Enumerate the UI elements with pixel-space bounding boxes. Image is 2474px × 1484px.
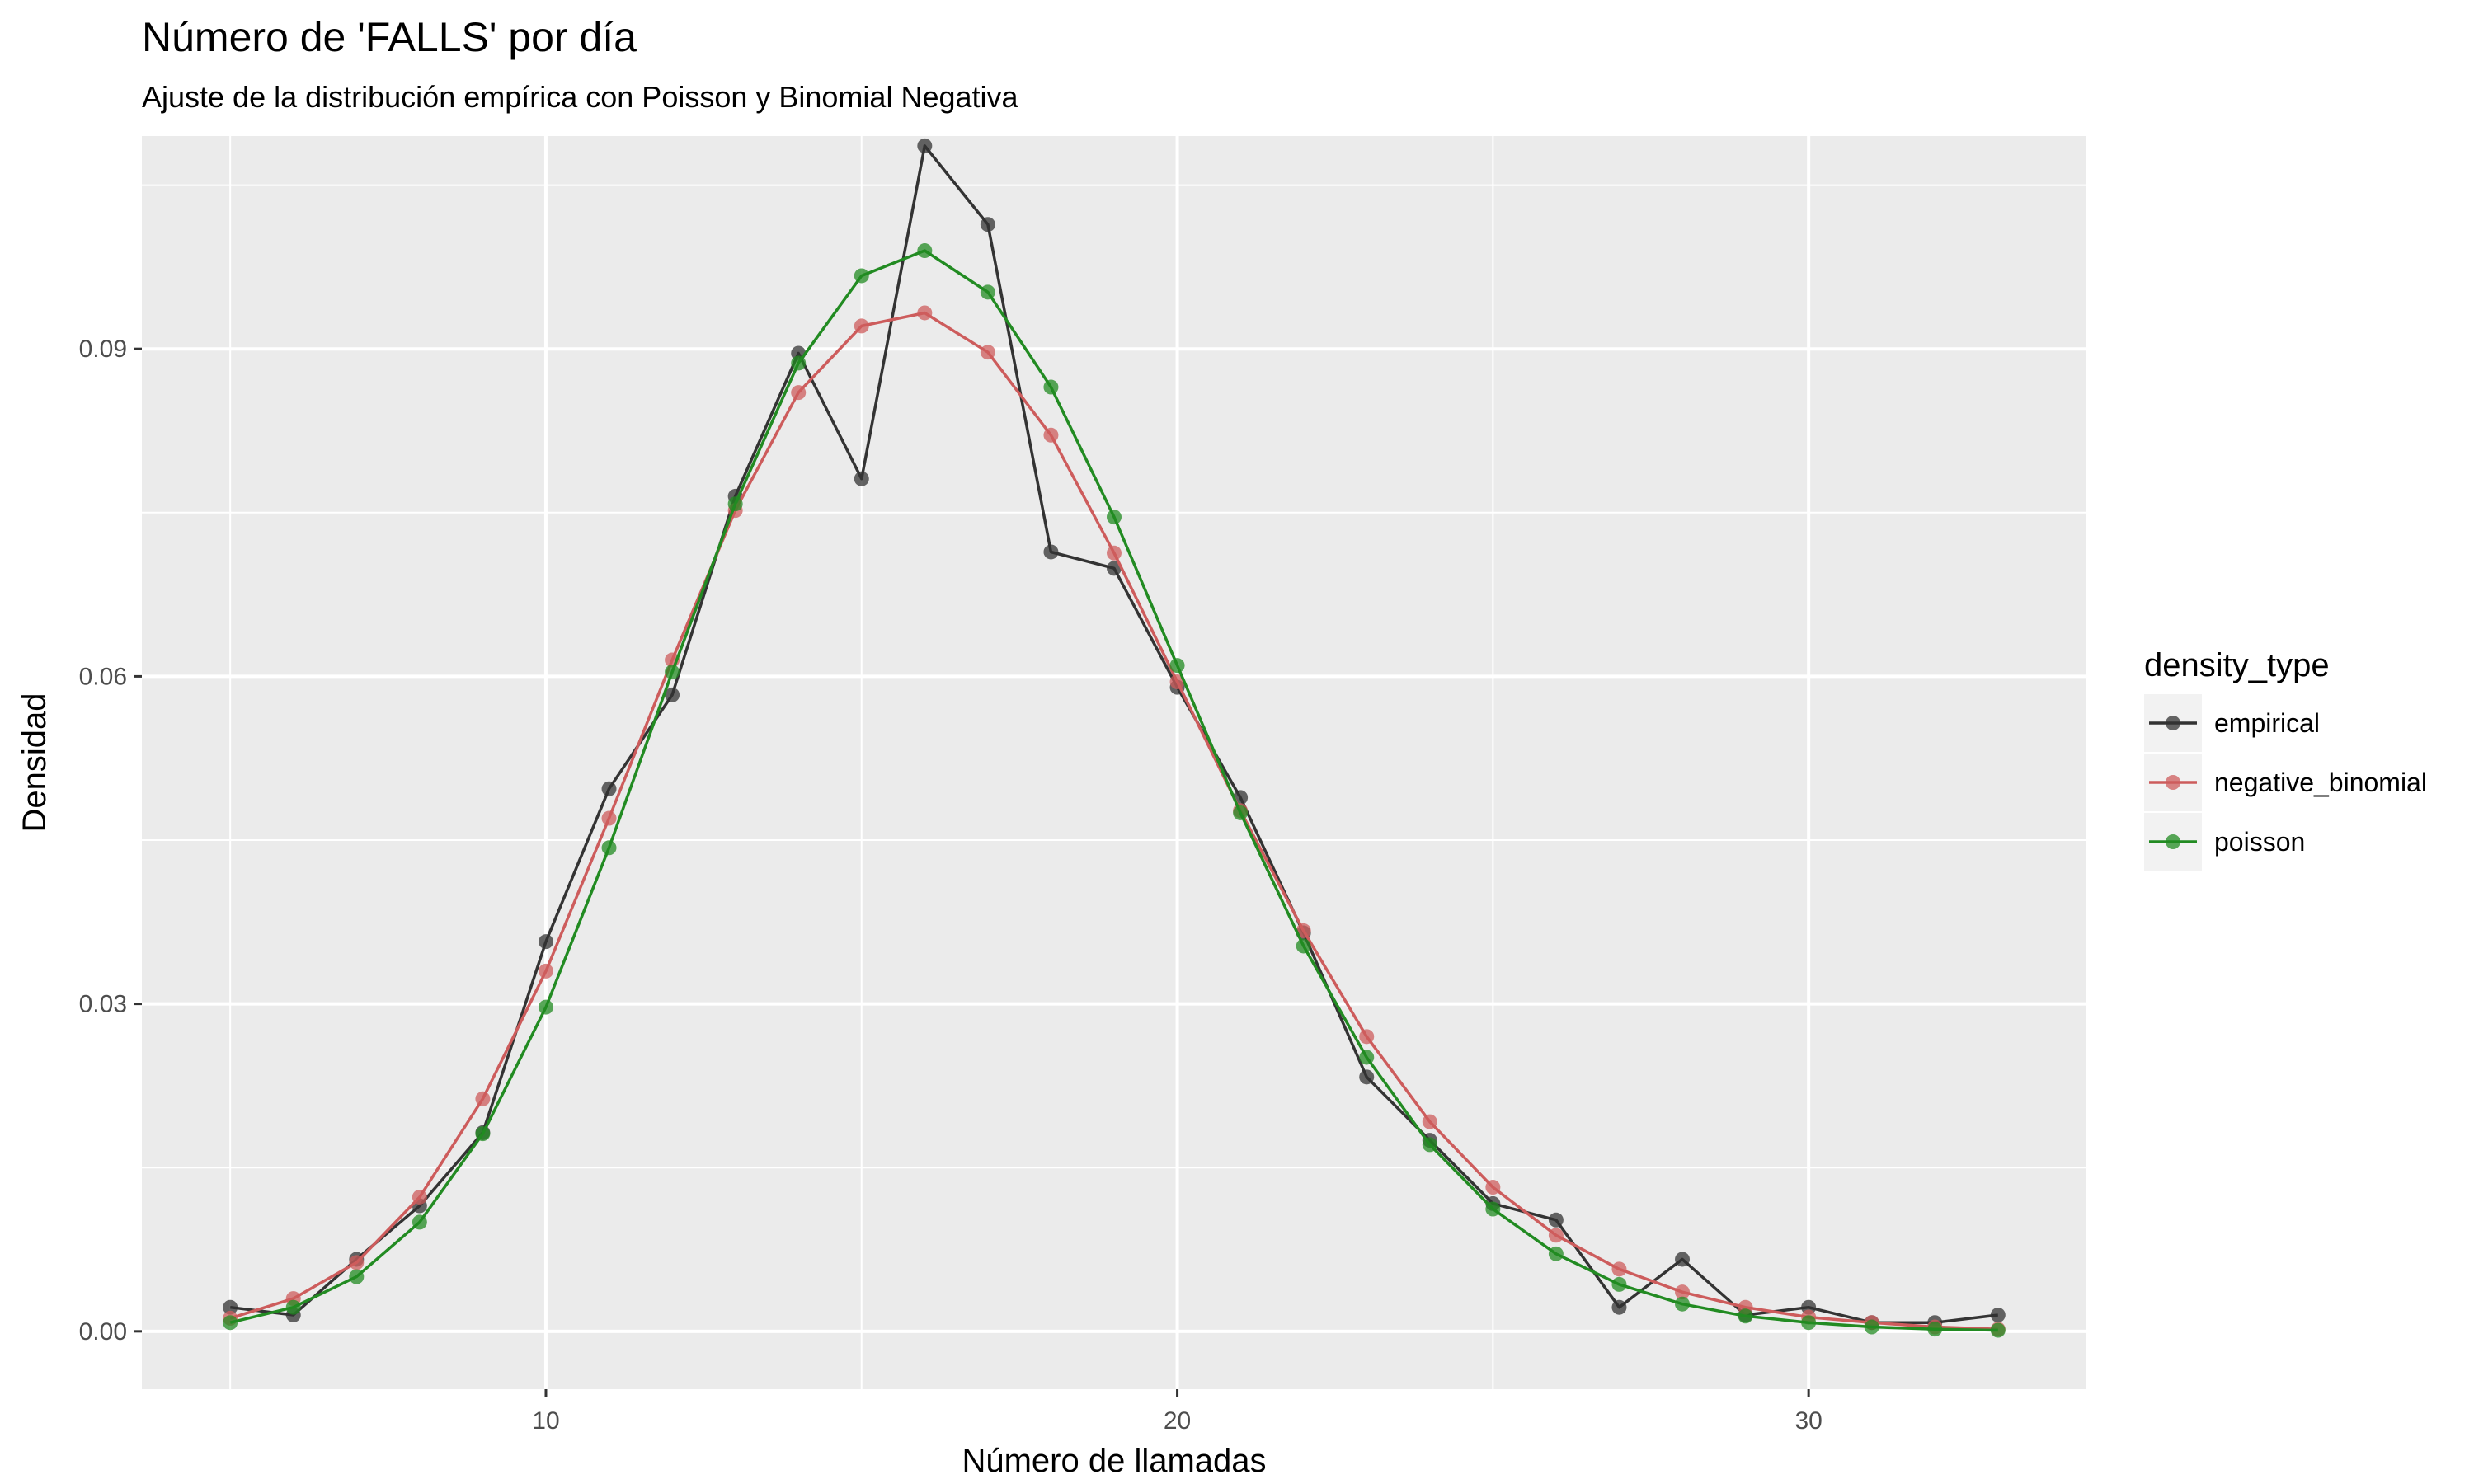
legend-key-point (2166, 716, 2180, 730)
legend-item-poisson: poisson (2144, 813, 2305, 871)
data-point-negative_binomial (1107, 545, 1122, 561)
data-point-poisson (1801, 1315, 1817, 1331)
data-point-negative_binomial (349, 1255, 365, 1270)
series-poisson (223, 243, 2006, 1338)
data-point-poisson (1107, 510, 1122, 525)
data-point-poisson (1169, 658, 1185, 674)
legend-key-point (2166, 834, 2180, 849)
data-point-negative_binomial (1611, 1261, 1627, 1277)
data-point-empirical (1359, 1069, 1375, 1085)
legend-item-negative_binomial: negative_binomial (2144, 754, 2427, 811)
y-tick-label: 0.03 (79, 991, 127, 1018)
data-point-negative_binomial (1485, 1180, 1501, 1195)
legend-item-empirical: empirical (2144, 694, 2320, 752)
data-point-negative_binomial (538, 963, 553, 979)
series-layer (223, 138, 2006, 1338)
data-point-empirical (223, 1299, 238, 1315)
data-point-empirical (538, 934, 553, 950)
data-point-negative_binomial (1296, 923, 1311, 938)
plot-panel (142, 136, 2086, 1389)
data-point-poisson (475, 1126, 491, 1142)
data-point-poisson (1611, 1276, 1627, 1292)
data-point-poisson (1233, 805, 1249, 820)
data-point-poisson (1864, 1319, 1879, 1335)
data-point-poisson (1548, 1246, 1564, 1261)
data-point-empirical (1611, 1299, 1627, 1315)
x-axis-title: Número de llamadas (962, 1443, 1266, 1479)
data-point-empirical (601, 781, 617, 796)
data-point-negative_binomial (1675, 1284, 1691, 1300)
data-point-poisson (285, 1299, 301, 1315)
y-axis-title: Densidad (16, 693, 53, 832)
data-point-poisson (349, 1269, 365, 1284)
data-point-empirical (1043, 544, 1059, 560)
legend-title: density_type (2144, 647, 2330, 683)
legend-label-negative_binomial: negative_binomial (2214, 768, 2427, 797)
x-tick-label: 10 (532, 1407, 559, 1435)
data-point-poisson (1043, 379, 1059, 395)
data-point-poisson (1359, 1050, 1375, 1065)
legend-key-point (2166, 775, 2180, 790)
axes: 10 20 30 0.00 0.03 0.06 0.09 (79, 336, 1823, 1435)
grid-lines (142, 136, 2086, 1389)
y-tick-label: 0.06 (79, 663, 127, 690)
data-point-poisson (1738, 1308, 1753, 1324)
data-point-negative_binomial (1359, 1029, 1375, 1045)
data-point-empirical (980, 217, 995, 232)
data-point-negative_binomial (980, 345, 995, 360)
data-point-negative_binomial (791, 385, 807, 401)
data-point-poisson (1675, 1296, 1691, 1312)
data-point-negative_binomial (1548, 1228, 1564, 1243)
data-point-poisson (791, 355, 807, 371)
x-tick-label: 30 (1794, 1407, 1822, 1435)
y-tick-label: 0.09 (79, 336, 127, 363)
x-tick-label: 20 (1164, 1407, 1191, 1435)
data-point-negative_binomial (475, 1091, 491, 1106)
data-point-empirical (1548, 1212, 1564, 1228)
data-point-negative_binomial (854, 318, 869, 334)
legend: density_type empirical negative_binomialp… (2144, 647, 2427, 871)
data-point-empirical (1675, 1252, 1691, 1267)
data-point-empirical (1107, 561, 1122, 576)
legend-label-poisson: poisson (2214, 827, 2305, 857)
data-point-poisson (1296, 938, 1311, 954)
data-point-empirical (917, 138, 933, 153)
data-point-poisson (1927, 1322, 1943, 1337)
data-point-poisson (917, 243, 933, 259)
data-point-negative_binomial (1422, 1114, 1437, 1129)
data-point-empirical (1990, 1307, 2006, 1322)
data-point-poisson (1485, 1201, 1501, 1217)
data-point-empirical (854, 471, 869, 486)
legend-label-empirical: empirical (2214, 708, 2320, 738)
data-point-poisson (538, 999, 553, 1015)
data-point-negative_binomial (917, 305, 933, 321)
chart-title: Número de 'FALLS' por día (142, 14, 637, 60)
data-point-poisson (854, 268, 869, 284)
data-point-poisson (665, 665, 680, 680)
data-point-poisson (223, 1315, 238, 1331)
data-point-negative_binomial (412, 1189, 427, 1205)
data-point-poisson (980, 284, 995, 300)
y-tick-label: 0.00 (79, 1318, 127, 1345)
data-point-negative_binomial (1043, 427, 1059, 443)
data-point-poisson (601, 840, 617, 856)
data-point-poisson (727, 496, 743, 512)
data-point-poisson (412, 1214, 427, 1230)
data-point-empirical (665, 687, 680, 702)
data-point-poisson (1422, 1137, 1437, 1153)
chart-subtitle: Ajuste de la distribución empírica con P… (142, 80, 1019, 114)
data-point-poisson (1990, 1322, 2006, 1338)
data-point-negative_binomial (601, 810, 617, 826)
data-point-negative_binomial (1169, 674, 1185, 690)
